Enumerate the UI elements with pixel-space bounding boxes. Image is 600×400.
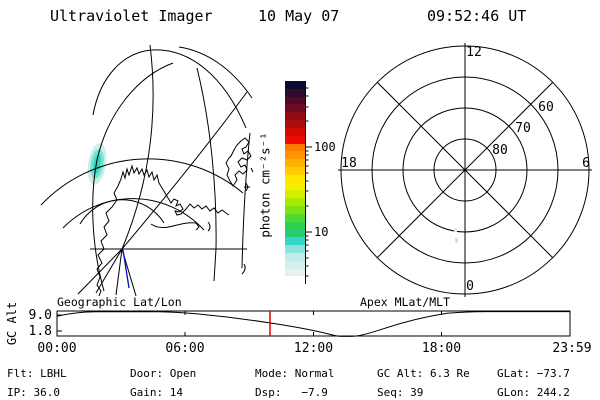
colorbar-gradient <box>285 81 305 285</box>
mlt-label-0: 0 <box>466 279 474 294</box>
status-glat: GLat: −73.7 <box>497 367 570 380</box>
mlat-label-60: 60 <box>538 100 554 115</box>
colorbar-segment <box>285 276 305 285</box>
xtick-2359: 23:59 <box>552 341 591 356</box>
colorbar-segment <box>285 182 305 191</box>
colorbar-segment <box>285 237 305 246</box>
colorbar-segment <box>285 190 305 199</box>
timeline-ticks <box>57 311 442 336</box>
colorbar-segment <box>285 206 305 214</box>
xtick-0000: 00:00 <box>37 341 76 356</box>
colorbar-segment <box>285 143 305 152</box>
colorbar-segment <box>285 151 305 160</box>
colorbar-tick-label-100: 100 <box>314 140 336 154</box>
colorbar-segment <box>285 81 305 89</box>
status-glon: GLon: 244.2 <box>497 386 570 399</box>
ytick-9: 9.0 <box>29 308 52 323</box>
title-date: 10 May 07 <box>258 7 340 25</box>
colorbar-segment <box>285 96 305 105</box>
colorbar-segment <box>285 221 305 230</box>
aurora-emission-blob <box>87 143 107 185</box>
colorbar-segment <box>285 260 305 269</box>
xtick-0600: 06:00 <box>165 341 204 356</box>
coastlines <box>96 137 254 297</box>
status-ip: IP: 36.0 <box>7 386 60 399</box>
colorbar-segment <box>285 127 305 136</box>
status-flt: Flt: LBHL <box>7 367 67 380</box>
status-dsp: Dsp: −7.9 <box>255 386 328 399</box>
gc-alt-timeline-panel: Geographic Lat/Lon Apex MLat/MLT 9.0 1.8… <box>5 295 592 356</box>
xtick-1200: 12:00 <box>294 341 333 356</box>
colorbar-segment <box>285 88 305 97</box>
colorbar-segment <box>285 198 305 206</box>
mlt-label-6: 6 <box>582 156 590 171</box>
status-mode: Mode: Normal <box>255 367 335 380</box>
polar-grid <box>338 43 592 297</box>
colorbar-tick-label-10: 10 <box>314 225 328 239</box>
colorbar-segment <box>285 229 305 238</box>
colorbar-segment <box>285 166 305 175</box>
status-door: Door: Open <box>130 367 197 380</box>
ytick-1-8: 1.8 <box>29 324 52 339</box>
mlat-label-80: 80 <box>492 143 508 158</box>
colorbar-segment <box>285 174 305 183</box>
polar-faint-emission <box>454 228 458 243</box>
colorbar-segment <box>285 245 305 253</box>
colorbar-ticks <box>305 81 312 284</box>
mlat-label-70: 70 <box>515 121 531 136</box>
map-grid-lines <box>40 44 253 297</box>
colorbar-segment <box>285 135 305 144</box>
polar-caption: Apex MLat/MLT <box>360 295 450 309</box>
colorbar-segment <box>285 213 305 222</box>
status-seq: Seq: 39 <box>377 386 424 399</box>
polar-mlat-mlt-panel: 12 18 6 0 60 70 80 <box>338 43 592 297</box>
mlt-label-18: 18 <box>341 156 357 171</box>
colorbar-segment <box>285 159 305 167</box>
colorbar-segment <box>285 112 305 121</box>
mlt-label-12: 12 <box>466 45 482 60</box>
gc-alt-curve <box>56 311 570 337</box>
colorbar-segment <box>285 104 305 113</box>
timeline-y-axis-label: GC Alt <box>5 302 19 345</box>
colorbar-unit-label: photon cm⁻²s⁻¹ <box>257 132 273 238</box>
colorbar-segment <box>285 252 305 261</box>
map-caption: Geographic Lat/Lon <box>57 295 182 309</box>
title-time-ut: 09:52:46 UT <box>427 7 527 25</box>
xtick-1800: 18:00 <box>422 341 461 356</box>
colorbar-segment <box>285 120 305 128</box>
status-gc-alt: GC Alt: 6.3 Re <box>377 367 470 380</box>
status-gain: Gain: 14 <box>130 386 183 399</box>
geographic-map-panel <box>40 44 254 297</box>
page-title: Ultraviolet Imager <box>50 7 213 25</box>
orbit-track-line <box>122 249 130 289</box>
colorbar-segment <box>285 268 305 277</box>
colorbar-axis: 100 10 <box>305 81 336 284</box>
